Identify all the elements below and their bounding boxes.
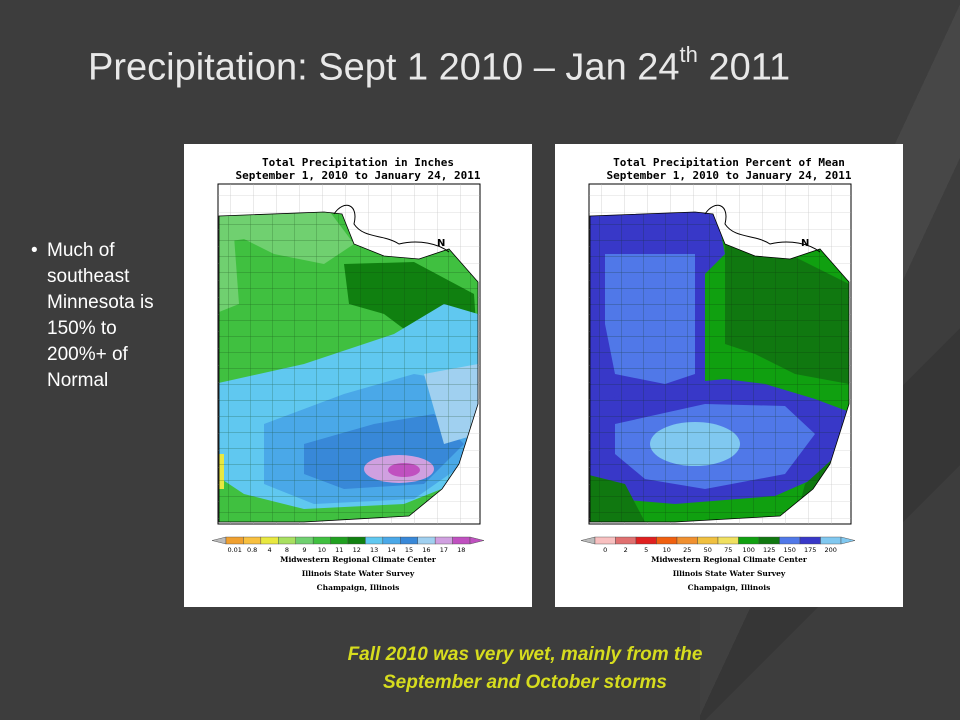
legend-swatch — [417, 536, 436, 545]
legend-label: 100 — [743, 546, 755, 554]
precip-percent-map: Total Precipitation Percent of Mean Sept… — [555, 144, 903, 607]
legend-label: 175 — [804, 546, 816, 554]
legend-label: 16 — [422, 546, 430, 554]
slide-title: Precipitation: Sept 1 2010 – Jan 24th 20… — [88, 42, 791, 90]
legend-swatch — [635, 536, 657, 545]
legend-swatch — [260, 536, 279, 545]
credit-line2: Illinois State Water Survey — [673, 569, 786, 578]
legend-label: 200 — [825, 546, 837, 554]
legend-swatch — [594, 536, 616, 545]
legend-label: 13 — [370, 546, 378, 554]
legend-label: 0.8 — [247, 546, 257, 554]
legend-label: 18 — [457, 546, 465, 554]
legend-swatch — [615, 536, 637, 545]
legend-swatch — [779, 536, 801, 545]
title-main: Precipitation: Sept 1 2010 – Jan 24 — [88, 46, 680, 89]
bullet-dot-icon: • — [31, 240, 38, 261]
map-title-line1: Total Precipitation in Inches — [262, 156, 454, 169]
legend-swatch — [738, 536, 760, 545]
precip-inches-map: Total Precipitation in Inches September … — [184, 144, 532, 607]
legend-label: 9 — [302, 546, 306, 554]
legend-swatch — [225, 536, 244, 545]
credit-line1: Midwestern Regional Climate Center — [651, 555, 808, 564]
legend-label: 25 — [683, 546, 691, 554]
legend-label: 0 — [603, 546, 607, 554]
bullet-text: Much of southeast Minnesota is 150% to 2… — [47, 240, 154, 391]
map-title-line2: September 1, 2010 to January 24, 2011 — [606, 169, 851, 182]
legend-label: 0.01 — [227, 546, 241, 554]
north-arrow-icon: N — [437, 238, 445, 249]
legend-swatch — [400, 536, 418, 545]
legend-label: 12 — [353, 546, 361, 554]
legend-label: 8 — [285, 546, 289, 554]
legend-swatch — [365, 536, 384, 545]
region-outline — [218, 211, 479, 523]
legend-swatch — [717, 536, 739, 545]
legend-label: 4 — [268, 546, 272, 554]
bullet-point: • Much of southeast Minnesota is 150% to… — [31, 238, 168, 394]
legend-swatch — [434, 536, 453, 545]
title-tail: 2011 — [697, 46, 791, 89]
legend-label: 125 — [763, 546, 775, 554]
credit-line2: Illinois State Water Survey — [302, 569, 415, 578]
percent-fill — [590, 212, 849, 522]
legend-label: 50 — [704, 546, 712, 554]
precip-fill — [219, 212, 478, 522]
legend-arrow-left — [580, 536, 596, 545]
legend-label: 150 — [784, 546, 796, 554]
legend-swatch — [295, 536, 314, 545]
credit-line3: Champaign, Illinois — [688, 583, 771, 592]
map-title-line1: Total Precipitation Percent of Mean — [613, 156, 845, 169]
credit-line1: Midwestern Regional Climate Center — [280, 555, 437, 564]
legend-label: 10 — [318, 546, 326, 554]
legend-swatch — [330, 536, 349, 545]
map-title-line2: September 1, 2010 to January 24, 2011 — [235, 169, 480, 182]
caption-line1: Fall 2010 was very wet, mainly from the — [347, 644, 703, 665]
legend-swatch — [382, 536, 401, 545]
legend-label: 14 — [387, 546, 395, 554]
legend-swatch — [799, 536, 821, 545]
legend-swatch — [347, 536, 366, 545]
lake-shoreline — [704, 204, 821, 253]
title-superscript: th — [679, 42, 698, 67]
legend-label: 10 — [663, 546, 671, 554]
legend-swatch — [278, 536, 296, 545]
legend-swatch — [452, 536, 471, 545]
legend-arrow-right — [840, 536, 856, 545]
legend-arrow-left — [211, 536, 227, 545]
lake-shoreline — [333, 204, 450, 253]
legend-swatch — [656, 536, 678, 545]
legend-label: 5 — [644, 546, 648, 554]
map-legend: 0 2 5 10 25 50 75 100 125 150 175 200 — [580, 536, 856, 554]
caption-line2: September and October storms — [382, 672, 668, 693]
credit-line3: Champaign, Illinois — [317, 583, 400, 592]
legend-swatch — [697, 536, 719, 545]
legend-label: 75 — [724, 546, 732, 554]
legend-swatch — [243, 536, 262, 545]
legend-label: 15 — [405, 546, 413, 554]
legend-swatch — [676, 536, 698, 545]
legend-swatch — [312, 536, 331, 545]
region-outline — [589, 211, 850, 523]
legend-swatch — [820, 536, 842, 545]
slide-caption: Fall 2010 was very wet, mainly from the … — [270, 641, 780, 697]
map-legend: 0.01 0.8 4 8 9 10 11 12 13 14 15 16 17 18 — [211, 536, 485, 554]
legend-label: 17 — [440, 546, 448, 554]
legend-label: 11 — [335, 546, 343, 554]
legend-label: 2 — [624, 546, 628, 554]
legend-arrow-right — [469, 536, 485, 545]
north-arrow-icon: N — [801, 238, 809, 249]
legend-swatch — [758, 536, 780, 545]
